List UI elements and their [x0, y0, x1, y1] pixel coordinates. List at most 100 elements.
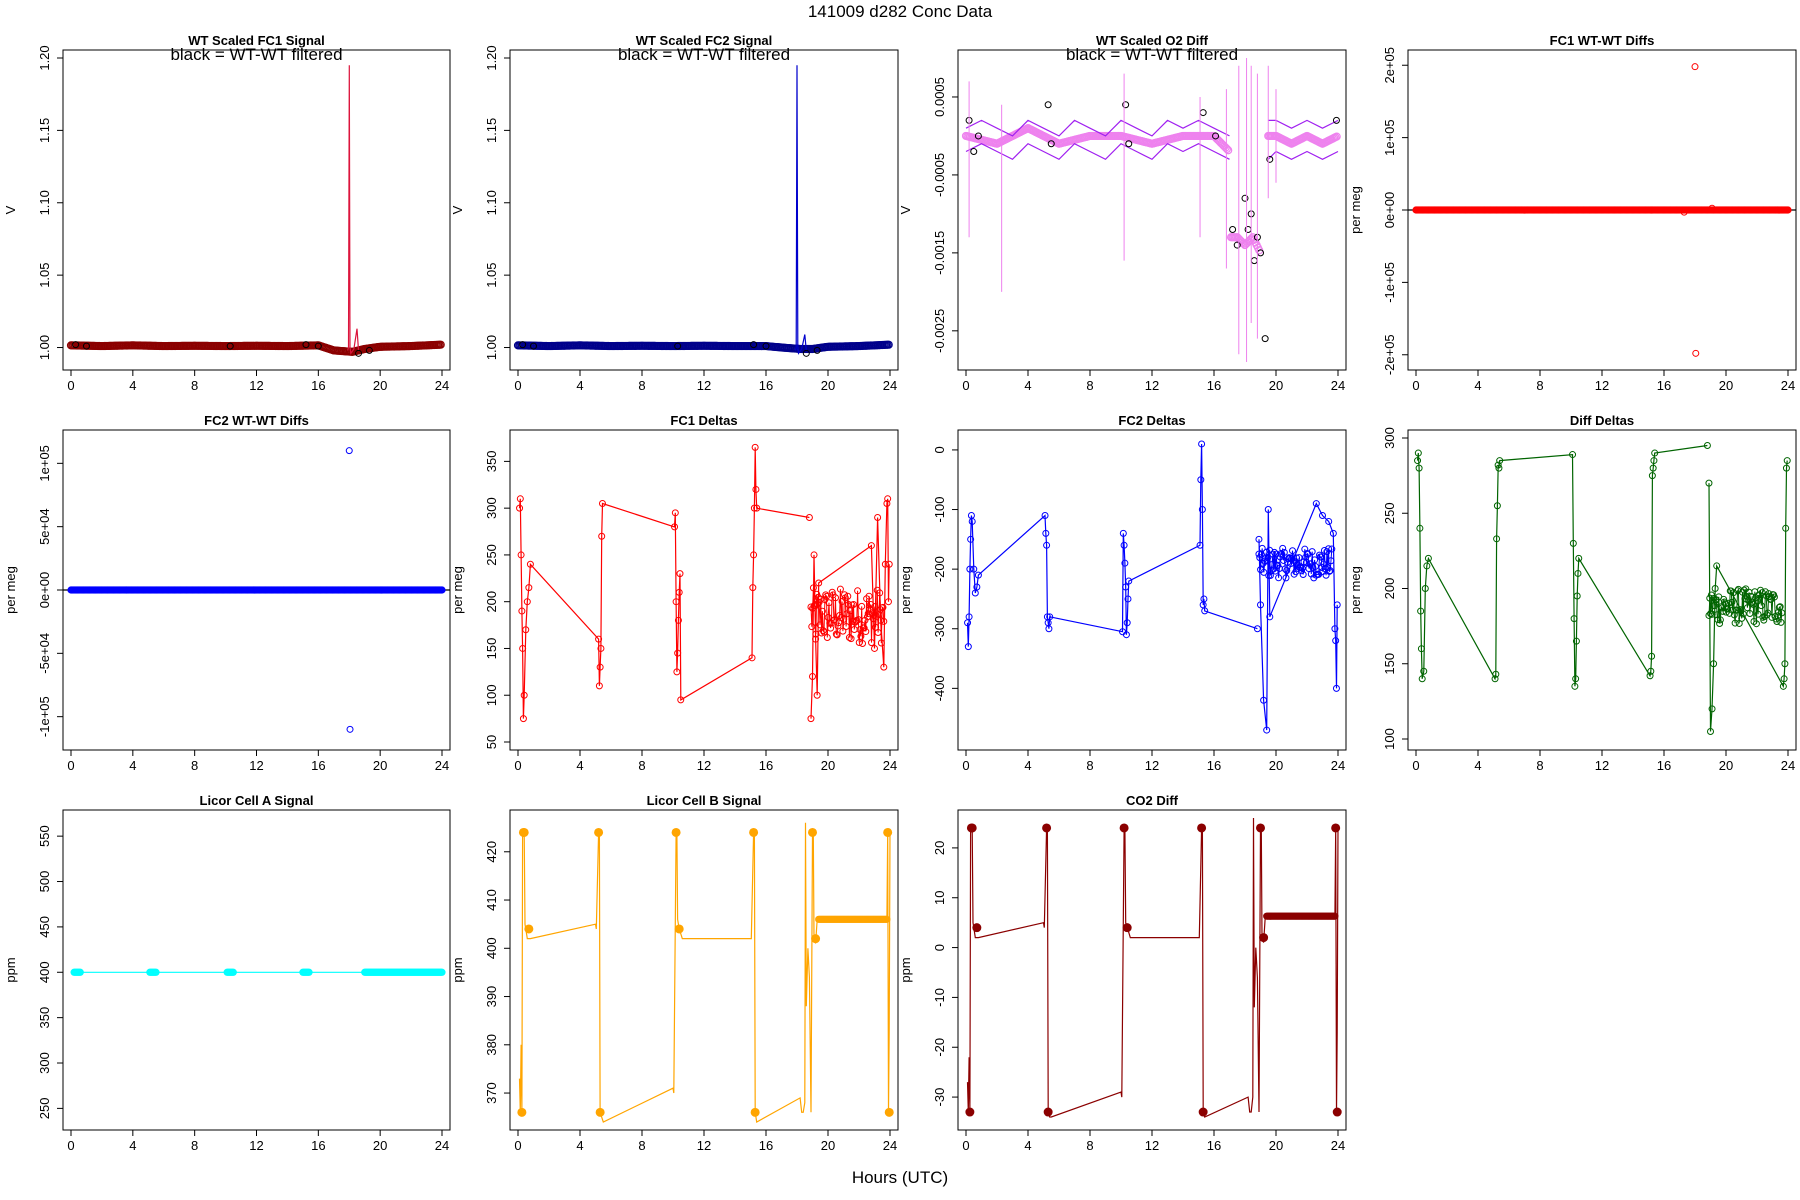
data-point	[871, 644, 878, 652]
data-point	[305, 968, 313, 976]
y-axis-label: ppm	[3, 957, 18, 982]
data-point	[1244, 225, 1252, 233]
data-point	[1241, 194, 1249, 202]
data-point	[365, 346, 373, 354]
data-point	[1415, 464, 1423, 472]
y-axis-label: per meg	[898, 566, 913, 614]
data-point	[884, 340, 893, 349]
data-point	[884, 1107, 894, 1117]
data-point	[1776, 603, 1784, 611]
y-tick-label: 300	[37, 1052, 52, 1074]
data-point	[345, 447, 353, 455]
y-tick-label: 0	[932, 944, 947, 951]
data-point	[523, 598, 531, 606]
data-point	[836, 611, 844, 619]
data-point	[1319, 511, 1326, 519]
plot-area-p8	[1414, 442, 1791, 735]
y-tick-label: 0e+00	[1382, 192, 1397, 229]
data-point	[1297, 563, 1305, 571]
data-point	[748, 654, 756, 662]
data-point	[594, 827, 604, 837]
data-point	[1221, 143, 1230, 152]
data-point	[597, 644, 605, 652]
y-tick-label: -10	[932, 988, 947, 1007]
data-point	[974, 132, 982, 140]
data-point	[1303, 549, 1311, 557]
y-axis-label: V	[3, 205, 18, 214]
data-point	[752, 485, 760, 493]
data-point	[1420, 667, 1428, 675]
data-point	[970, 148, 978, 156]
x-tick-label: 20	[1269, 378, 1283, 393]
y-tick-label: 1.20	[37, 45, 52, 70]
data-point	[1710, 660, 1718, 668]
data-point	[1417, 645, 1425, 653]
x-tick-label: 0	[962, 378, 969, 393]
data-point	[1708, 204, 1716, 212]
data-point	[1120, 541, 1128, 549]
series-line	[886, 832, 891, 1113]
data-point	[855, 639, 863, 647]
data-point	[850, 601, 858, 609]
data-point	[76, 968, 84, 976]
y-tick-label: 400	[37, 961, 52, 983]
data-point	[516, 504, 524, 512]
plot-frame	[1407, 429, 1797, 751]
data-point	[1198, 440, 1206, 448]
data-point	[1743, 604, 1751, 612]
data-point	[1282, 574, 1290, 582]
data-point	[1648, 472, 1656, 480]
data-point	[883, 499, 891, 507]
data-point	[1703, 442, 1711, 450]
y-tick-label: -0.0025	[932, 309, 947, 353]
series-line	[810, 498, 890, 719]
plot-area-p2	[513, 65, 893, 357]
data-point	[598, 532, 606, 540]
data-point	[1279, 544, 1287, 552]
data-point	[1122, 583, 1130, 591]
y-tick-label: 100	[484, 684, 499, 706]
data-point	[229, 968, 237, 976]
data-point	[844, 592, 852, 600]
data-point	[1046, 613, 1054, 621]
data-point	[1651, 449, 1659, 457]
data-point	[854, 616, 862, 624]
plot-area-p6	[516, 443, 893, 723]
plot-frame	[62, 49, 451, 371]
data-point	[1280, 548, 1288, 556]
data-point	[1299, 571, 1307, 579]
data-point	[813, 346, 821, 354]
y-axis-label: ppm	[450, 957, 465, 982]
data-point	[967, 535, 975, 543]
data-point	[1492, 670, 1500, 678]
data-point	[676, 570, 684, 578]
data-point	[1424, 554, 1432, 562]
data-point	[671, 827, 681, 837]
plot-title: FC1 WT-WT Diffs	[1550, 33, 1655, 48]
data-point	[1716, 620, 1724, 628]
data-point	[884, 495, 892, 503]
data-point	[1691, 63, 1699, 71]
plot-area-p1	[66, 65, 445, 357]
data-point	[1573, 592, 1581, 600]
data-point	[1264, 506, 1272, 514]
y-axis-label: per meg	[3, 566, 18, 614]
data-point	[827, 624, 835, 632]
data-point	[1295, 554, 1303, 562]
data-point	[1777, 618, 1785, 626]
data-point	[1417, 607, 1425, 615]
y-tick-label: 1.10	[484, 190, 499, 215]
plot-frame	[1407, 49, 1797, 371]
y-tick-label: 0e+00	[37, 572, 52, 609]
x-tick-label: 16	[1657, 378, 1671, 393]
data-point	[860, 624, 868, 632]
data-point	[1198, 1107, 1208, 1117]
y-tick-label: 200	[484, 591, 499, 613]
data-point	[762, 342, 770, 350]
data-point	[1041, 511, 1049, 519]
data-point	[749, 584, 757, 592]
data-point	[842, 623, 850, 631]
x-tick-label: 16	[1207, 1138, 1221, 1153]
data-point	[1331, 625, 1339, 633]
data-point	[677, 696, 685, 704]
